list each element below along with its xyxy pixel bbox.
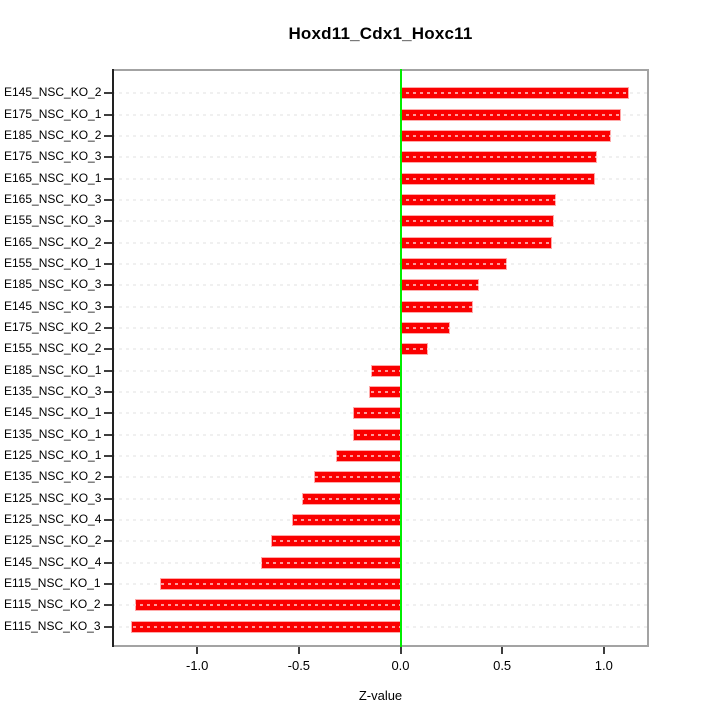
grid-line-overlay [112, 134, 649, 137]
y-axis-tick [104, 92, 112, 95]
grid-line-overlay [112, 540, 649, 543]
grid-line-overlay [112, 455, 649, 457]
grid-line-overlay [112, 305, 649, 308]
x-axis-tick-label: 0.5 [493, 658, 512, 673]
x-axis-tick-label: -0.5 [287, 658, 311, 673]
y-axis-tick [104, 156, 112, 159]
y-axis-label: E145_NSC_KO_2 [4, 85, 102, 100]
y-axis-label: E125_NSC_KO_1 [4, 448, 102, 462]
grid-line-overlay [112, 156, 649, 159]
grid-line-overlay [112, 369, 649, 372]
y-axis-label: E115_NSC_KO_1 [4, 576, 101, 591]
chart-title: Hoxd11_Cdx1_Hoxc11 [288, 24, 473, 43]
y-axis-tick [104, 326, 112, 329]
grid-line-overlay [112, 604, 649, 607]
grid-line-overlay [112, 433, 649, 436]
y-axis-tick [104, 220, 112, 223]
x-axis-title: Z-value [358, 688, 403, 703]
y-axis-tick [104, 198, 112, 201]
y-axis-tick [104, 476, 112, 479]
grid-line-overlay [112, 113, 649, 116]
x-axis-tick [602, 647, 605, 654]
grid-line-overlay [112, 348, 649, 351]
y-axis-label: E175_NSC_KO_1 [4, 106, 102, 121]
y-axis-label: E165_NSC_KO_1 [4, 170, 102, 185]
grid-line-overlay [112, 497, 649, 500]
grid-line-overlay [112, 412, 649, 415]
y-axis-tick [104, 241, 112, 244]
grid-line-overlay [112, 625, 649, 628]
y-axis-tick [104, 412, 112, 415]
y-axis-label: E185_NSC_KO_2 [4, 127, 102, 142]
y-axis-tick [104, 284, 112, 287]
y-axis-tick [104, 369, 112, 372]
y-axis-label: E155_NSC_KO_1 [4, 255, 102, 270]
y-axis-tick [104, 604, 112, 607]
y-axis-label: E135_NSC_KO_2 [4, 469, 102, 484]
grid-line-overlay [112, 519, 649, 522]
y-axis-label: E185_NSC_KO_1 [4, 362, 102, 377]
y-axis-label: E145_NSC_KO_4 [4, 554, 102, 569]
y-axis-line [112, 69, 114, 647]
grid-line-overlay [112, 583, 649, 586]
zero-reference-line [399, 69, 402, 647]
grid-line-overlay [112, 92, 649, 95]
y-axis-label: E125_NSC_KO_2 [4, 533, 102, 548]
y-axis-label: E135_NSC_KO_1 [4, 426, 102, 441]
grid-line-overlay [112, 561, 649, 564]
grid-line-overlay [112, 220, 649, 223]
grid-line-overlay [112, 198, 649, 201]
x-axis-tick-label: -1.0 [185, 658, 209, 673]
x-axis-tick-label: 0.0 [391, 658, 410, 673]
y-axis-label: E125_NSC_KO_3 [4, 490, 102, 505]
y-axis-label: E175_NSC_KO_2 [4, 319, 102, 334]
grid-line-overlay [112, 326, 649, 329]
y-axis-label: E135_NSC_KO_3 [4, 384, 102, 398]
y-axis-tick [104, 391, 112, 393]
y-axis-label: E185_NSC_KO_3 [4, 277, 102, 292]
y-axis-label: E115_NSC_KO_3 [4, 618, 101, 633]
y-axis-tick [104, 348, 112, 351]
y-axis-tick [104, 583, 112, 586]
y-axis-label: E165_NSC_KO_2 [4, 234, 102, 249]
y-axis-tick [104, 625, 112, 628]
y-axis-tick [104, 433, 112, 436]
y-axis-label: E115_NSC_KO_2 [4, 597, 101, 612]
x-axis-tick [196, 647, 199, 654]
y-axis-tick [104, 519, 112, 522]
grid-line-overlay [112, 177, 649, 180]
y-axis-tick [104, 262, 112, 265]
grid-line-overlay [112, 241, 649, 244]
y-axis-tick [104, 305, 112, 308]
y-axis-tick [104, 113, 112, 116]
y-axis-tick [104, 134, 112, 137]
grid-line-overlay [112, 476, 649, 479]
x-axis-tick [399, 647, 402, 654]
grid-line-overlay [112, 391, 649, 393]
y-axis-label: E125_NSC_KO_4 [4, 512, 102, 527]
grid-line-overlay [112, 284, 649, 287]
y-axis-label: E165_NSC_KO_3 [4, 191, 102, 206]
y-axis-tick [104, 497, 112, 500]
y-axis-label: E175_NSC_KO_3 [4, 149, 102, 164]
y-axis-tick [104, 177, 112, 180]
x-axis-tick-label: 1.0 [594, 658, 613, 673]
x-axis-tick [501, 647, 504, 654]
y-axis-label: E145_NSC_KO_1 [4, 405, 102, 420]
y-axis-tick [104, 455, 112, 457]
y-axis-label: E155_NSC_KO_3 [4, 213, 102, 228]
y-axis-tick [104, 540, 112, 543]
y-axis-tick [104, 561, 112, 564]
grid-line-overlay [112, 262, 649, 265]
y-axis-label: E155_NSC_KO_2 [4, 341, 102, 356]
y-axis-label: E145_NSC_KO_3 [4, 298, 102, 313]
x-axis-tick [297, 647, 300, 654]
